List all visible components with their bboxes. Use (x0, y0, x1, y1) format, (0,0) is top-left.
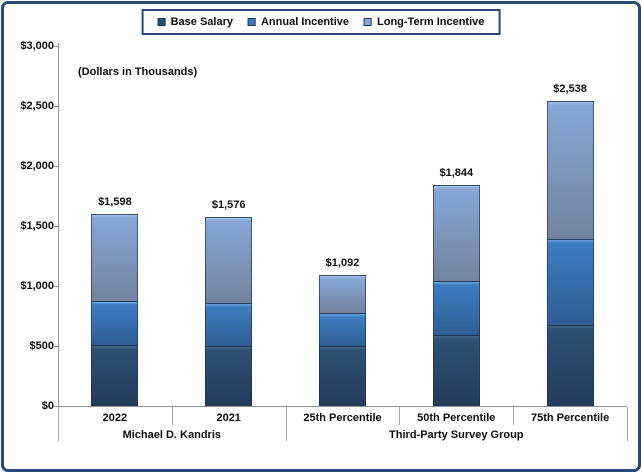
bar-segment-base-salary (205, 346, 253, 406)
group-label: Third-Party Survey Group (389, 429, 524, 441)
y-axis-tick (53, 286, 58, 287)
category-label: 75th Percentile (530, 412, 610, 424)
bar-segment-base-salary (319, 346, 366, 406)
legend-label: Annual Incentive (260, 16, 350, 28)
category-label: 50th Percentile (417, 412, 496, 424)
separator-line (285, 407, 287, 441)
legend-item: Long-Term Incentive (364, 16, 484, 28)
y-axis-label: $2,500 (20, 100, 54, 112)
legend-label: Base Salary (170, 16, 233, 28)
y-axis-tick (53, 226, 58, 227)
separator-line (58, 407, 59, 441)
group-label: Michael D. Kandris (122, 429, 221, 441)
y-axis-label: $0 (41, 400, 54, 412)
legend-label: Long-Term Incentive (377, 16, 485, 28)
legend-swatch-icon (157, 18, 166, 26)
y-axis-tick (53, 166, 58, 167)
bar-segment-base-salary (546, 325, 594, 406)
bar-segment-base-salary (91, 344, 139, 406)
bar-segment-long-term-incentive (205, 216, 253, 304)
bar-segment-long-term-incentive (91, 214, 139, 301)
separator-line (513, 407, 515, 425)
chart-note: (Dollars in Thousands) (78, 66, 198, 78)
y-axis-line (58, 43, 59, 407)
chart-legend: Base Salary Annual Incentive Long-Term Inc… (141, 9, 501, 35)
bar-segment-annual-incentive (546, 239, 594, 325)
legend-item: Base Salary (157, 16, 233, 28)
y-axis-label: $1,500 (20, 220, 54, 232)
bar-total-label: $1,598 (98, 196, 132, 209)
x-axis-line (58, 406, 627, 407)
separator-line (399, 407, 401, 425)
y-axis-label: $3,000 (20, 40, 54, 52)
y-axis-tick (53, 346, 58, 347)
category-label: 2021 (216, 412, 241, 424)
y-axis-tick (53, 406, 58, 407)
bar-segment-annual-incentive (432, 281, 480, 336)
y-axis-tick (53, 46, 58, 47)
bar-total-label: $2,538 (553, 83, 587, 96)
bar-segment-annual-incentive (91, 301, 139, 345)
legend-swatch-icon (247, 18, 256, 26)
category-label: 25th Percentile (303, 412, 382, 424)
y-axis-label: $500 (29, 340, 54, 352)
y-axis-label: $2,000 (20, 160, 54, 172)
legend-swatch-icon (364, 18, 373, 26)
bar-segment-annual-incentive (205, 303, 253, 346)
bar-segment-long-term-incentive (319, 274, 366, 313)
bar-total-label: $1,844 (439, 166, 474, 179)
bar-segment-long-term-incentive (432, 184, 480, 282)
y-axis-label: $1,000 (20, 280, 54, 292)
bar-segment-long-term-incentive (546, 101, 594, 240)
category-label: 2022 (102, 412, 128, 424)
separator-line (627, 407, 628, 441)
bar-segment-base-salary (432, 335, 480, 406)
bar-total-label: $1,092 (325, 256, 360, 269)
y-axis-tick (53, 106, 58, 107)
bar-total-label: $1,576 (211, 198, 246, 211)
legend-item: Annual Incentive (247, 16, 350, 28)
bar-segment-annual-incentive (319, 313, 366, 346)
separator-line (171, 407, 173, 425)
